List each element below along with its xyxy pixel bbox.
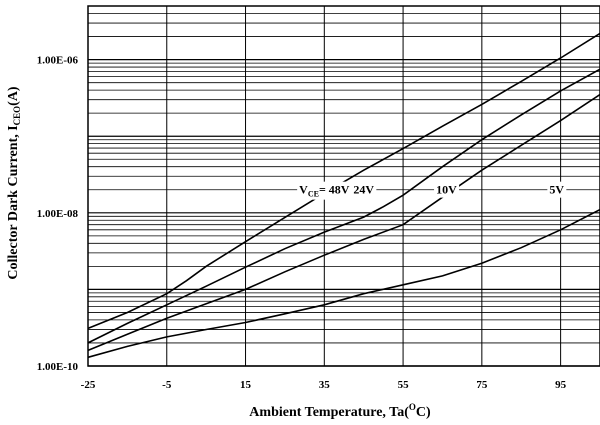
y-tick-label: 1.00E-10 (37, 361, 79, 373)
y-axis-title: Collector Dark Current, ICEO(A) (6, 86, 22, 280)
y-tick-label: 1.00E-08 (37, 208, 79, 220)
series-label-bg (434, 181, 460, 198)
series-label-bg (351, 181, 377, 198)
series-label-1: VCE= 48V (299, 183, 350, 199)
y-axis-title-sub: CEO (12, 106, 22, 126)
x-tick-label: 55 (398, 379, 410, 391)
x-tick-label: -25 (81, 379, 96, 391)
x-tick-label: -5 (162, 379, 172, 391)
series-line-3 (87, 93, 600, 352)
series-label-2: 24V (353, 183, 374, 197)
x-tick-label: 75 (476, 379, 488, 391)
x-tick-label: 95 (555, 379, 567, 391)
series-label-bg (547, 181, 567, 198)
tick-layer: -25 -5 15 35 55 75 95 1.00E-10 1.00E-08 1.00E-06 (37, 55, 567, 391)
x-axis-title-main: Ambient Temperature, Ta( (249, 405, 409, 420)
grid-layer (87, 5, 600, 367)
series-line-2 (87, 68, 600, 344)
label-layer: VCE= 48V 24V 10V 5V (297, 181, 567, 200)
y-axis-title-tail: (A) (6, 86, 21, 106)
series-label-4: 5V (549, 183, 564, 197)
x-axis-title: Ambient Temperature, Ta(OC) (249, 402, 431, 420)
series-line-1 (87, 32, 600, 330)
x-axis-title-tail: C) (416, 405, 431, 420)
series-label-bg (297, 181, 352, 200)
x-tick-label: 35 (319, 379, 331, 391)
y-axis-title-main: Collector Dark Current, I (6, 125, 21, 279)
y-tick-label: 1.00E-06 (37, 55, 79, 67)
x-axis-title-sup: O (409, 402, 416, 412)
plot-frame (87, 5, 600, 367)
x-tick-label: 15 (240, 379, 252, 391)
series-label-3: 10V (436, 183, 457, 197)
series-line-4 (87, 208, 600, 359)
